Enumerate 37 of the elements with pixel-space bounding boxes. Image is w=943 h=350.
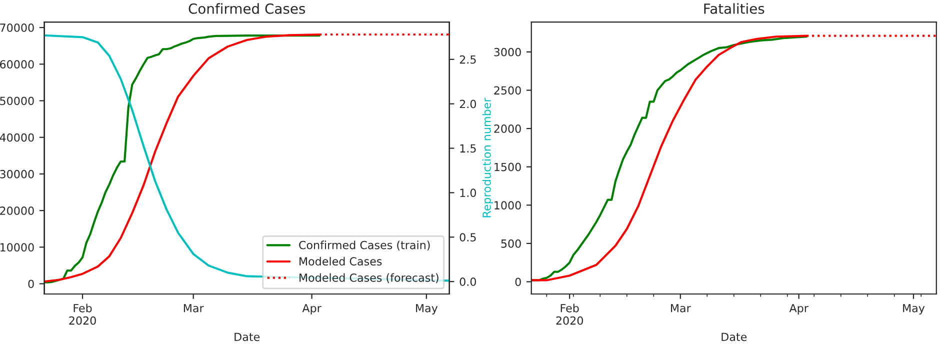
y-tick-label: 60000 <box>0 60 34 69</box>
x-tick-label: Mar <box>184 304 204 312</box>
y-tick-label: 1500 <box>494 162 521 172</box>
x-tick-label: Feb 2020 <box>556 304 583 325</box>
y-tick-label: 70000 <box>0 24 34 32</box>
y2-axis-title: Reproduction number <box>482 98 494 218</box>
y-tick-label: 50000 <box>0 96 34 106</box>
y-tick-label: 1000 <box>494 201 521 210</box>
y-tick-label: 2500 <box>494 86 521 95</box>
y2-tick-label: 0.0 <box>460 278 476 286</box>
x-tick-label: May <box>903 304 925 314</box>
y-tick-label: 3000 <box>494 48 521 56</box>
y-tick-label: 30000 <box>0 170 34 178</box>
x-tick-label: May <box>416 304 438 314</box>
y-tick-label: 0 <box>515 278 521 286</box>
x-tick-label: Feb 2020 <box>69 304 96 325</box>
x-axis-title: Date <box>722 332 747 342</box>
chart-title: Confirmed Cases <box>188 3 306 14</box>
y-tick-label: 20000 <box>0 206 34 215</box>
y-tick-label: 0 <box>28 280 34 288</box>
y-tick-label: 2000 <box>494 124 521 133</box>
y2-tick-label: 2.5 <box>460 55 476 64</box>
y2-tick-label: 0.5 <box>460 233 476 242</box>
y2-tick-label: 2.0 <box>460 100 476 108</box>
legend-label: Confirmed Cases (train) <box>299 240 430 251</box>
x-axis-title: Date <box>234 332 260 342</box>
x-tick-label: Mar <box>671 304 691 312</box>
legend-label: Modeled Cases (forecast) <box>300 273 438 284</box>
x-tick-label: Apr <box>302 304 322 314</box>
legend-label: Modeled Cases <box>300 256 382 266</box>
y2-tick-label: 1.5 <box>460 144 476 153</box>
y-tick-label: 40000 <box>0 133 34 142</box>
chart-title: Fatalities <box>704 3 764 14</box>
y-tick-label: 500 <box>501 239 521 248</box>
y2-tick-label: 1.0 <box>460 188 476 198</box>
y-tick-label: 10000 <box>0 243 34 252</box>
x-tick-label: Apr <box>789 304 808 314</box>
